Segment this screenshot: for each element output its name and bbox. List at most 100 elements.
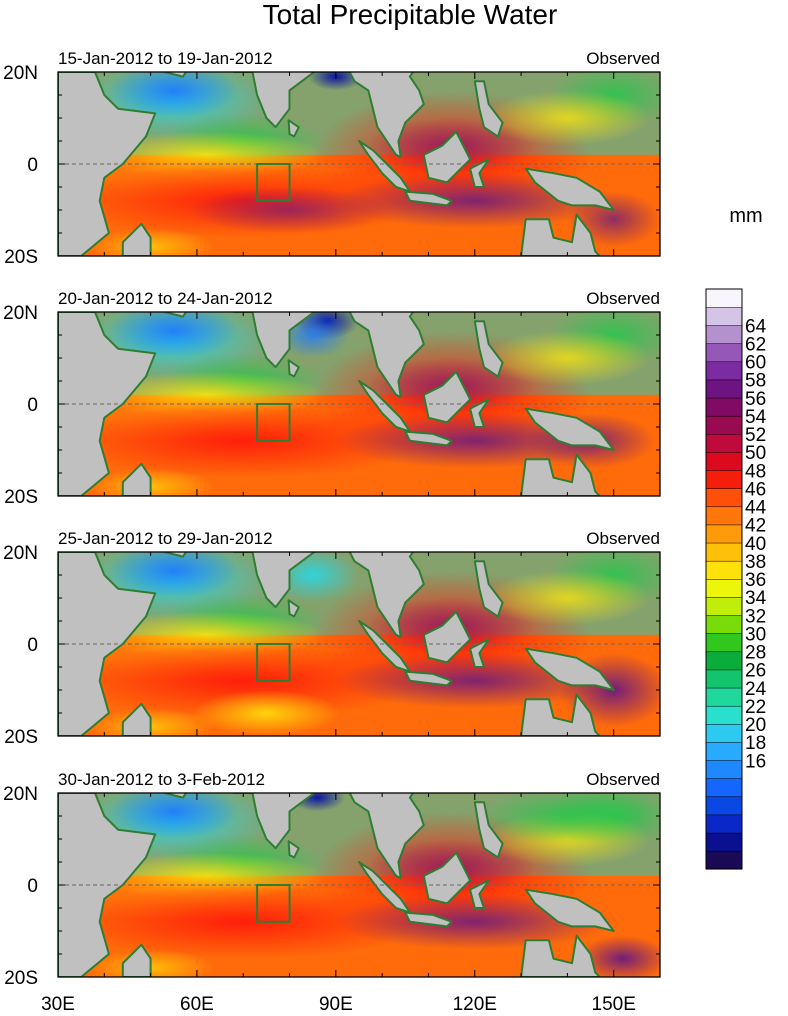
colorbar-swatch: [705, 596, 743, 616]
colorbar-tick-label: 42: [745, 516, 766, 537]
colorbar-swatch: [705, 470, 743, 489]
lat-tick-label: 20S: [4, 487, 38, 508]
colorbar-swatch: [705, 397, 743, 417]
colorbar-swatch: [705, 560, 743, 580]
colorbar-tick-label: 30: [745, 624, 766, 645]
colorbar-tick-label: 44: [745, 498, 767, 519]
colorbar-tick-label: 46: [745, 479, 766, 500]
panel-period-label: 25-Jan-2012 to 29-Jan-2012: [58, 529, 273, 548]
colorbar-swatch: [705, 687, 743, 707]
water-vapor-field: [58, 552, 660, 736]
lat-tick-label: 0: [27, 635, 38, 656]
colorbar-tick-label: 56: [745, 389, 766, 410]
colorbar-tick-label: 34: [745, 588, 767, 609]
lat-tick-label: 0: [27, 876, 38, 897]
lat-tick-label: 20S: [4, 727, 38, 748]
colorbar-swatch: [705, 578, 743, 598]
colorbar-frame: [705, 288, 743, 870]
lat-tick-label: 0: [27, 395, 38, 416]
landmasses: [58, 552, 615, 736]
colorbar-swatch: [705, 741, 743, 761]
study-region-box: [256, 163, 291, 202]
colorbar-swatch: [705, 379, 743, 399]
colorbar-swatch: [705, 850, 743, 870]
colorbar-swatch: [705, 325, 743, 344]
colorbar-swatch: [705, 361, 743, 381]
lat-tick-label: 20N: [3, 303, 38, 324]
lon-tick-label: 120E: [453, 994, 497, 1015]
colorbar-swatch: [705, 542, 743, 562]
colorbar-swatch: [705, 814, 743, 834]
panel-observed-label: Observed: [586, 529, 660, 548]
map-panel: 25-Jan-2012 to 29-Jan-2012 Observed 20N 0 20…: [3, 529, 661, 748]
colorbar-swatch: [705, 651, 743, 671]
colorbar-tick-label: 16: [745, 751, 766, 772]
lon-tick-label: 60E: [180, 994, 214, 1015]
longitude-axis: 30E 60E 90E 120E 150E: [41, 994, 636, 1015]
water-vapor-field: [58, 312, 660, 496]
panel-period-label: 15-Jan-2012 to 19-Jan-2012: [58, 49, 273, 68]
lat-tick-label: 20N: [3, 543, 38, 564]
colorbar-tick-label: 64: [745, 316, 767, 337]
units-label: mm: [729, 205, 762, 227]
colorbar-swatch: [705, 669, 743, 689]
water-vapor-field: [58, 72, 660, 256]
colorbar-tick-label: 48: [745, 461, 766, 482]
colorbar-swatch: [705, 415, 743, 435]
colorbar-tick-label: 58: [745, 371, 766, 392]
lat-tick-label: 20N: [3, 784, 38, 805]
study-region-box: [256, 643, 291, 682]
colorbar-tick-label: 36: [745, 570, 766, 591]
water-vapor-field: [58, 793, 660, 977]
lat-tick-label: 20S: [4, 247, 38, 268]
map-panel: 30-Jan-2012 to 3-Feb-2012 Observed 20N 0 20S: [3, 770, 661, 989]
colorbar-swatch: [705, 451, 743, 471]
colorbar-swatch: [705, 633, 743, 653]
panel-observed-label: Observed: [586, 289, 660, 308]
colorbar-tick-label: 26: [745, 661, 766, 682]
lat-tick-label: 20N: [3, 63, 38, 84]
lon-tick-label: 90E: [319, 994, 353, 1015]
colorbar-swatch: [705, 778, 743, 798]
lon-tick-label: 150E: [592, 994, 636, 1015]
study-region-box: [256, 403, 291, 442]
landmasses: [58, 312, 615, 496]
colorbar-swatch: [705, 723, 743, 743]
map-panels: 15-Jan-2012 to 19-Jan-2012 Observed20N020…: [3, 49, 661, 989]
colorbar-swatch: [705, 306, 743, 326]
colorbar-tick-label: 38: [745, 552, 766, 573]
colorbar-swatch: [705, 506, 743, 526]
colorbar-tick-label: 24: [745, 679, 767, 700]
landmasses: [58, 72, 615, 256]
panel-observed-label: Observed: [586, 770, 660, 789]
colorbar-swatch: [705, 524, 743, 544]
colorbar-swatch: [705, 832, 743, 852]
colorbar: 6462605856545250484644424038363432302826…: [705, 288, 767, 870]
colorbar-tick-label: 50: [745, 443, 766, 464]
colorbar-tick-label: 52: [745, 425, 766, 446]
colorbar-swatch: [705, 796, 743, 816]
colorbar-tick-label: 18: [745, 733, 766, 754]
panel-observed-label: Observed: [586, 49, 660, 68]
lon-tick-label: 30E: [41, 994, 75, 1015]
panel-period-label: 20-Jan-2012 to 24-Jan-2012: [58, 289, 273, 308]
colorbar-tick-label: 62: [745, 334, 766, 355]
colorbar-swatch: [705, 488, 743, 508]
study-region-box: [256, 884, 291, 923]
colorbar-swatch: [705, 288, 743, 308]
panel-period-label: 30-Jan-2012 to 3-Feb-2012: [58, 770, 265, 789]
colorbar-tick-label: 28: [745, 643, 766, 664]
colorbar-tick-label: 32: [745, 606, 766, 627]
figure-title: Total Precipitable Water: [263, 0, 558, 30]
colorbar-tick-label: 54: [745, 407, 767, 428]
colorbar-tick-label: 22: [745, 697, 766, 718]
colorbar-swatch: [705, 343, 743, 363]
colorbar-tick-label: 60: [745, 353, 766, 374]
landmasses: [58, 793, 615, 977]
colorbar-tick-label: 40: [745, 534, 766, 555]
colorbar-swatch: [705, 433, 743, 453]
colorbar-swatch: [705, 705, 743, 725]
map-panel: 15-Jan-2012 to 19-Jan-2012 Observed 20N 0 20…: [3, 49, 661, 268]
map-panel: 20-Jan-2012 to 24-Jan-2012 Observed 20N 0 20…: [3, 289, 661, 508]
